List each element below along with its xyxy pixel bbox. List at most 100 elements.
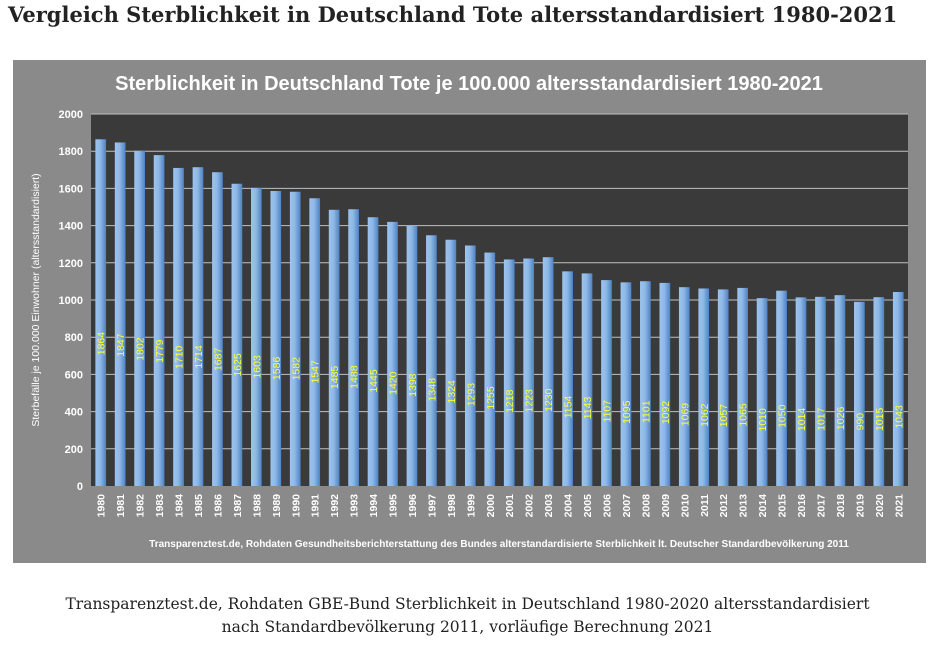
x-tick-label-2010: 2010 — [679, 494, 691, 518]
x-tick-label-1985: 1985 — [193, 494, 205, 518]
value-label-1999: 1293 — [465, 383, 477, 407]
x-tick-label-2000: 2000 — [485, 494, 497, 518]
bar-2010 — [678, 287, 690, 486]
bar-1996 — [406, 225, 418, 487]
x-tick-label-1981: 1981 — [115, 494, 127, 518]
x-tick-label-2012: 2012 — [718, 494, 730, 518]
value-label-2011: 1062 — [699, 403, 711, 427]
y-axis-ticks: 0 200 400 600 800 1000 1200 1400 1600 1800 2000 — [59, 109, 83, 493]
bar-1993 — [348, 209, 359, 486]
bar-2007 — [620, 282, 632, 486]
value-label-1991: 1547 — [310, 360, 322, 384]
x-tick-label-1989: 1989 — [271, 494, 283, 518]
x-tick-label-1998: 1998 — [446, 494, 458, 518]
x-tick-label-2015: 2015 — [777, 494, 789, 518]
bar-2003 — [542, 257, 554, 486]
bar-1991 — [309, 198, 321, 486]
value-label-2021: 1043 — [893, 405, 905, 429]
value-labels: 1864 1847 1802 1779 1710 1714 1687 1625 1603 1586… — [96, 332, 906, 432]
caption-line-1: Transparenztest.de, Rohdaten GBE-Bund St… — [65, 595, 870, 613]
x-tick-label-2005: 2005 — [582, 494, 594, 518]
x-tick-label-2003: 2003 — [543, 494, 555, 518]
value-label-2016: 1014 — [796, 408, 808, 432]
bar-2012 — [717, 289, 729, 486]
y-axis-label: Sterbefälle je 100.000 Einwohner (alters… — [30, 173, 42, 426]
y-tick-label: 0 — [77, 481, 83, 493]
x-tick-label-1986: 1986 — [212, 494, 224, 518]
source-note: Transparenztest.de, Rohdaten Gesundheits… — [149, 539, 849, 550]
y-tick-label: 1800 — [59, 146, 83, 158]
value-label-1997: 1348 — [426, 378, 438, 402]
bar-2013 — [737, 287, 749, 486]
bar-2004 — [562, 271, 573, 486]
bar-1994 — [367, 217, 379, 487]
value-label-1980: 1864 — [96, 332, 108, 356]
value-label-2014: 1010 — [757, 408, 769, 432]
x-tick-label-2020: 2020 — [874, 494, 886, 518]
chart-frame: Sterblichkeit in Deutschland Tote je 100… — [13, 60, 926, 563]
bar-2020 — [873, 297, 885, 486]
value-label-2002: 1223 — [524, 389, 536, 413]
x-tick-label-1996: 1996 — [407, 494, 419, 518]
value-label-2003: 1230 — [543, 388, 555, 412]
value-label-2013: 1065 — [738, 403, 750, 427]
x-tick-label-2004: 2004 — [563, 494, 575, 518]
value-label-2019: 990 — [854, 413, 866, 431]
value-label-1992: 1485 — [329, 366, 341, 390]
bar-1998 — [445, 239, 457, 486]
bar-2011 — [698, 288, 710, 486]
bar-1989 — [270, 191, 282, 486]
y-tick-label: 400 — [65, 407, 83, 419]
value-label-2018: 1026 — [835, 407, 847, 431]
bar-1995 — [387, 221, 398, 486]
bar-2002 — [523, 258, 535, 486]
x-tick-label-2021: 2021 — [893, 494, 905, 518]
x-tick-label-2019: 2019 — [854, 494, 866, 518]
value-label-2004: 1154 — [563, 396, 575, 419]
bar-2018 — [834, 295, 846, 486]
bar-chart: Sterblichkeit in Deutschland Tote je 100… — [30, 73, 908, 550]
value-label-1981: 1847 — [115, 333, 127, 357]
value-label-2020: 1015 — [874, 408, 886, 432]
value-label-1994: 1445 — [368, 369, 380, 393]
bar-1984 — [173, 167, 184, 486]
y-tick-label: 600 — [65, 369, 83, 381]
x-tick-label-1995: 1995 — [388, 494, 400, 518]
gridlines — [91, 113, 908, 450]
value-label-2000: 1255 — [485, 386, 497, 410]
x-tick-label-2017: 2017 — [815, 494, 827, 518]
bar-2017 — [815, 296, 826, 486]
bars — [95, 139, 904, 487]
bar-2014 — [756, 298, 768, 486]
x-tick-label-1993: 1993 — [349, 494, 361, 518]
y-tick-label: 1200 — [59, 258, 83, 270]
x-tick-label-2002: 2002 — [524, 494, 536, 518]
y-tick-label: 200 — [65, 444, 83, 456]
x-tick-label-1982: 1982 — [135, 494, 147, 518]
bar-2015 — [776, 290, 787, 486]
x-tick-label-1997: 1997 — [426, 494, 438, 518]
bar-1988 — [250, 187, 262, 486]
bar-1992 — [328, 209, 340, 487]
value-label-1989: 1586 — [271, 357, 283, 381]
bar-2008 — [640, 281, 651, 486]
x-tick-label-1980: 1980 — [96, 494, 108, 518]
x-tick-label-2018: 2018 — [835, 494, 847, 518]
x-tick-label-2011: 2011 — [699, 494, 711, 517]
bar-1985 — [192, 167, 204, 487]
x-tick-label-1983: 1983 — [154, 494, 166, 518]
bar-1999 — [464, 245, 476, 486]
x-axis-ticks: 1980 1981 1982 1983 1984 1985 1986 1987 1988 1989… — [96, 494, 906, 518]
value-label-2010: 1069 — [679, 403, 691, 427]
bar-1981 — [114, 142, 126, 486]
value-label-1995: 1420 — [388, 371, 400, 395]
value-label-1993: 1488 — [349, 365, 361, 389]
caption-line-2: nach Standardbevölkerung 2011, vorläufig… — [221, 618, 714, 636]
page-heading: Vergleich Sterblichkeit in Deutschland T… — [8, 2, 898, 27]
value-label-2005: 1143 — [582, 397, 594, 420]
bar-2009 — [659, 282, 671, 486]
x-tick-label-1988: 1988 — [251, 494, 263, 518]
value-label-1982: 1802 — [135, 337, 147, 361]
x-tick-label-2016: 2016 — [796, 494, 808, 518]
y-tick-label: 1600 — [59, 183, 83, 195]
